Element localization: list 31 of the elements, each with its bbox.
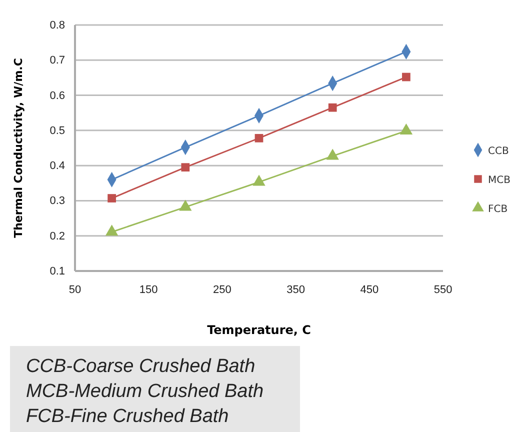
point — [326, 148, 339, 160]
point — [108, 194, 116, 202]
x-axis-title: Temperature, C — [207, 323, 312, 337]
y-tick-label: 0.2 — [50, 230, 65, 242]
y-tick-label: 0.5 — [50, 124, 65, 137]
point — [252, 174, 266, 186]
point — [181, 163, 190, 172]
legend-label: FCB — [488, 204, 508, 215]
y-tick-label: 0.3 — [50, 195, 65, 208]
point — [179, 200, 192, 211]
x-tick-label: 450 — [360, 284, 379, 296]
y-tick-label: 0.6 — [50, 90, 65, 102]
text: FCB-Fine Crushed Bath — [26, 406, 229, 427]
x-tick-label: 250 — [213, 284, 232, 296]
point — [402, 72, 410, 82]
legend-label: MCB — [488, 175, 511, 186]
y-tick-label: 0.8 — [50, 20, 65, 32]
y-tick-label: 0.7 — [50, 54, 65, 67]
x-tick-label: 150 — [139, 284, 158, 296]
y-axis-title: Thermal Conductivity, W/m.C — [12, 58, 25, 238]
x-tick-label: 550 — [434, 284, 452, 296]
point — [105, 224, 118, 236]
point — [328, 103, 337, 112]
y-tick-label: 0.4 — [50, 160, 65, 172]
text: CCB-Coarse Crushed Bath — [26, 356, 256, 377]
legend-label: CCB — [488, 146, 509, 157]
text: MCB-Medium Crushed Bath — [26, 381, 264, 402]
y-tick-label: 0.1 — [50, 266, 65, 278]
x-tick-label: 350 — [286, 284, 305, 296]
x-tick-label: 50 — [68, 284, 82, 296]
point — [254, 134, 264, 142]
